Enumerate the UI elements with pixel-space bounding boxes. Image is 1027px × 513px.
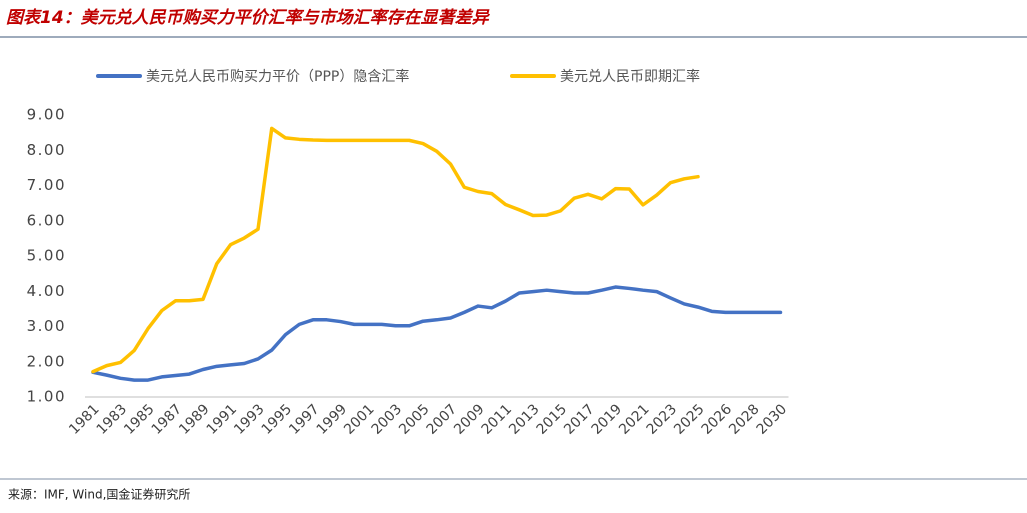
x-tick-label: 1991 <box>204 401 241 438</box>
x-tick-label: 2001 <box>341 401 378 438</box>
x-tick-label: 1997 <box>286 401 323 438</box>
x-tick-label: 2021 <box>616 401 653 438</box>
series-line <box>91 285 783 382</box>
x-tick-label: 1981 <box>66 401 103 438</box>
x-tick-label: 2028 <box>726 401 763 438</box>
legend-label: 美元兑人民币购买力平价（PPP）隐含汇率 <box>146 68 409 85</box>
x-tick-label: 2003 <box>369 401 406 438</box>
chart-title: 图表14：美元兑人民币购买力平价汇率与市场汇率存在显著差异 <box>6 8 491 28</box>
y-tick-label: 5.00 <box>27 247 66 265</box>
x-tick-label: 1993 <box>231 401 268 438</box>
y-tick-label: 3.00 <box>27 317 66 335</box>
x-tick-label: 2005 <box>396 401 433 438</box>
series-line <box>91 126 700 374</box>
x-tick-label: 2015 <box>534 401 571 438</box>
y-tick-label: 6.00 <box>27 211 66 229</box>
x-tick-label: 2023 <box>644 401 681 438</box>
x-tick-label: 2017 <box>561 401 598 438</box>
legend-label: 美元兑人民币即期汇率 <box>560 68 700 85</box>
x-tick-label: 2011 <box>479 401 516 438</box>
x-tick-label: 1989 <box>176 401 213 438</box>
x-tick-label: 2013 <box>506 401 543 438</box>
x-tick-label: 1999 <box>314 401 351 438</box>
x-tick-label: 2007 <box>424 401 461 438</box>
x-tick-label: 2026 <box>699 401 736 438</box>
x-tick-label: 1983 <box>94 401 131 438</box>
x-tick-label: 1987 <box>149 401 186 438</box>
y-tick-label: 4.00 <box>27 282 66 300</box>
y-tick-label: 2.00 <box>27 352 66 370</box>
y-tick-label: 8.00 <box>27 141 66 159</box>
y-tick-label: 1.00 <box>27 388 66 406</box>
x-tick-label: 2025 <box>671 401 708 438</box>
x-tick-label: 1995 <box>259 401 296 438</box>
source: 来源：IMF, Wind,国金证券研究所 <box>8 487 190 502</box>
x-tick-label: 1985 <box>121 401 158 438</box>
x-tick-label: 2030 <box>754 401 791 438</box>
x-tick-label: 2019 <box>589 401 626 438</box>
x-tick-label: 2009 <box>451 401 488 438</box>
y-tick-label: 9.00 <box>27 106 66 124</box>
y-tick-label: 7.00 <box>27 176 66 194</box>
